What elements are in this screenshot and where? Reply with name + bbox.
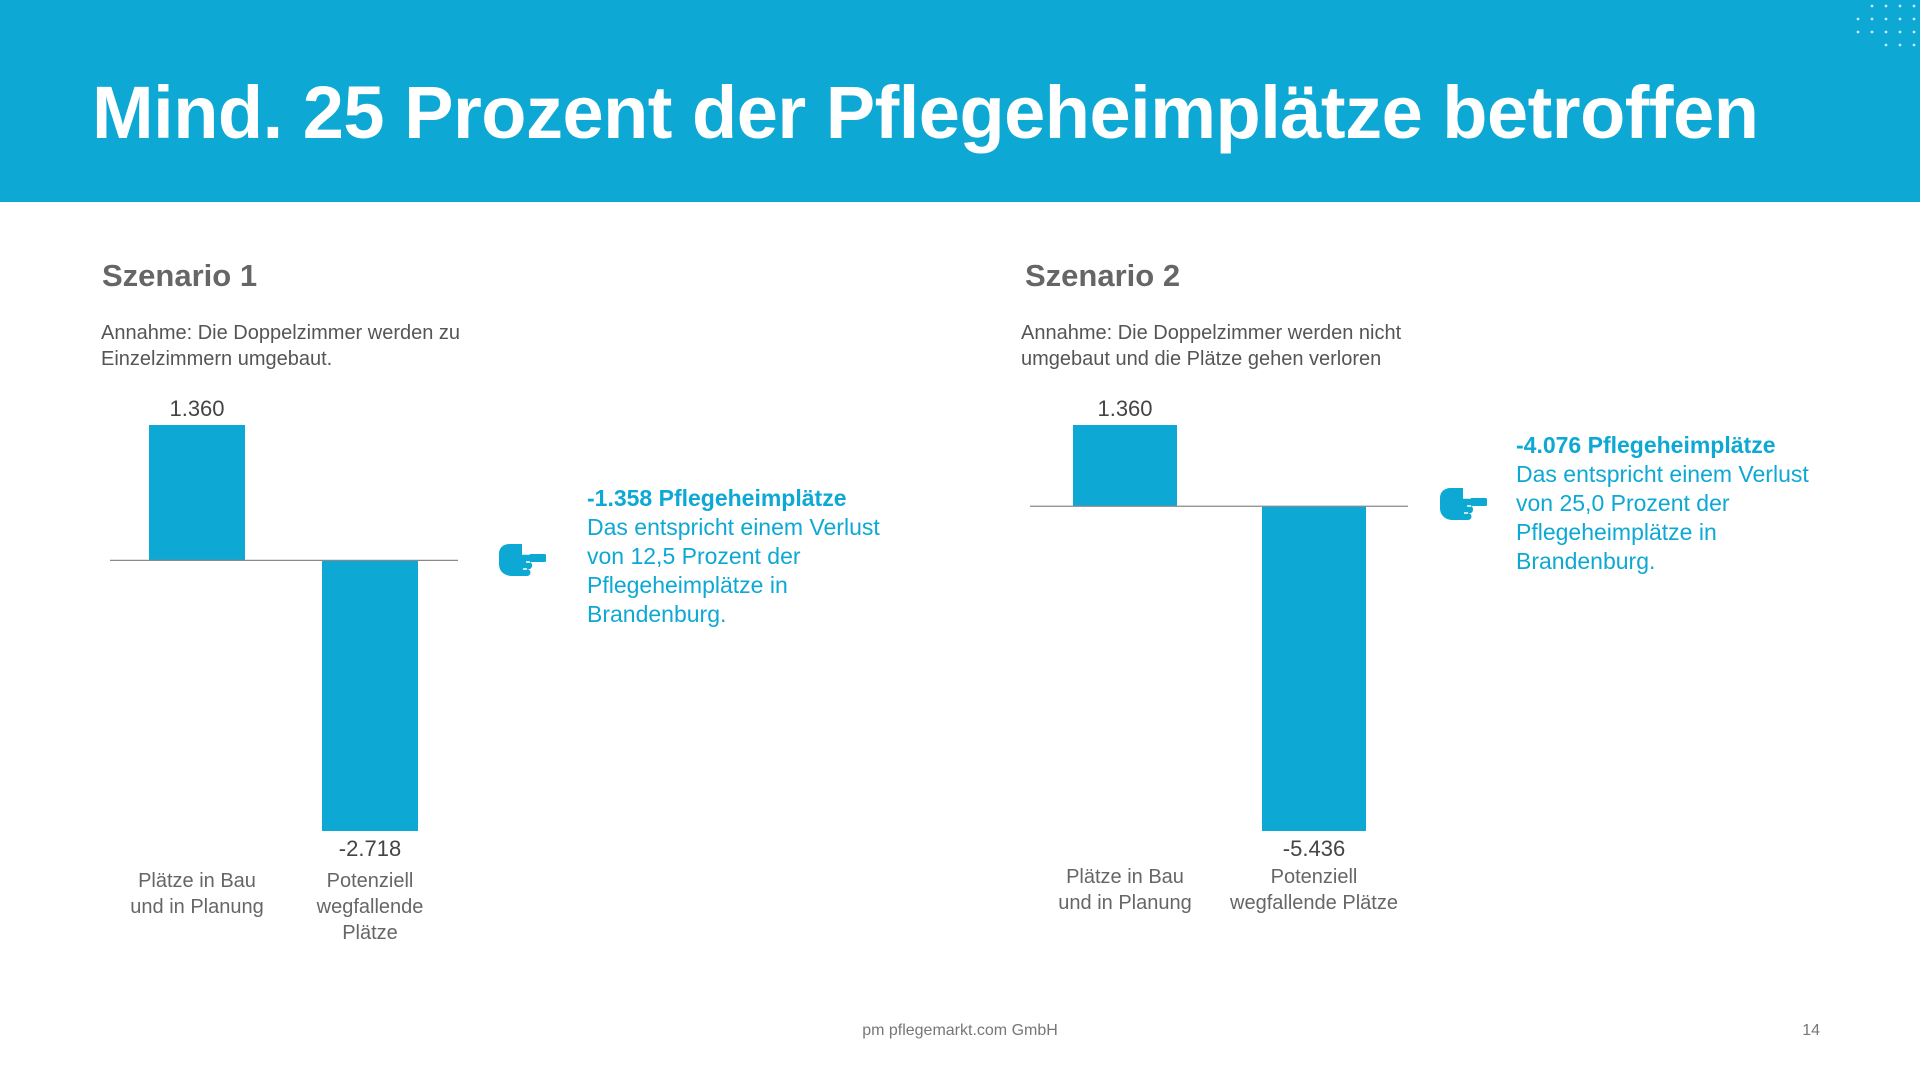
category-label-2: wegfallende [316,896,424,918]
scenario-1-callout-text: Das entspricht einem Verlust von 12,5 Pr… [587,514,880,627]
pointing-hand-icon [499,544,546,576]
scenario-2-title: Szenario 2 [1025,258,1181,293]
scenario-1-title: Szenario 1 [102,258,258,293]
bar-1 [149,425,245,561]
category-label-2: Potenziell [1271,866,1358,888]
page-title: Mind. 25 Prozent der Pflegeheimplätze be… [92,71,1759,154]
scenario-1-chart: 1.360 Plätze in Bau und in Planung -2.718 Po… [110,396,458,944]
scenario-2-callout-text: Das entspricht einem Verlust von 25,0 Pr… [1516,461,1809,574]
scenario-2-callout: -4.076 Pflegeheimplätze Das entspricht e… [1516,431,1816,576]
category-label-1: und in Planung [130,896,263,918]
category-label-2: wegfallende Plätze [1229,892,1398,914]
bar-2 [1262,506,1366,831]
scenario-1-assumption: Annahme: Die Doppelzimmer werden zu Einz… [101,322,461,370]
data-label-2: -2.718 [339,836,401,861]
category-label-1: und in Planung [1058,892,1191,914]
bar-1 [1073,425,1177,507]
category-label-2: Plätze [342,922,398,944]
scenario-1-callout-headline: -1.358 Pflegeheimplätze [587,485,847,511]
data-label-2: -5.436 [1283,836,1345,861]
data-label-1: 1.360 [169,396,224,421]
dot-grid-icon [1856,4,1916,47]
scenario-2-assumption: Annahme: Die Doppelzimmer werden nicht u… [1021,322,1402,370]
scenario-1-callout: -1.358 Pflegeheimplätze Das entspricht e… [587,484,887,629]
bar-2 [322,560,418,831]
category-label-2: Potenziell [327,870,414,892]
category-label-1: Plätze in Bau [138,870,256,892]
header-bar: Mind. 25 Prozent der Pflegeheimplätze be… [0,0,1920,202]
scenario-2-callout-headline: -4.076 Pflegeheimplätze [1516,432,1776,458]
page-number: 14 [1802,1022,1820,1039]
pointing-hand-icon [1440,488,1487,520]
data-label-1: 1.360 [1097,396,1152,421]
footer-company: pm pflegemarkt.com GmbH [862,1022,1058,1039]
scenario-2-chart: 1.360 Plätze in Bau und in Planung -5.436 Po… [1030,396,1408,914]
category-label-1: Plätze in Bau [1066,866,1184,888]
